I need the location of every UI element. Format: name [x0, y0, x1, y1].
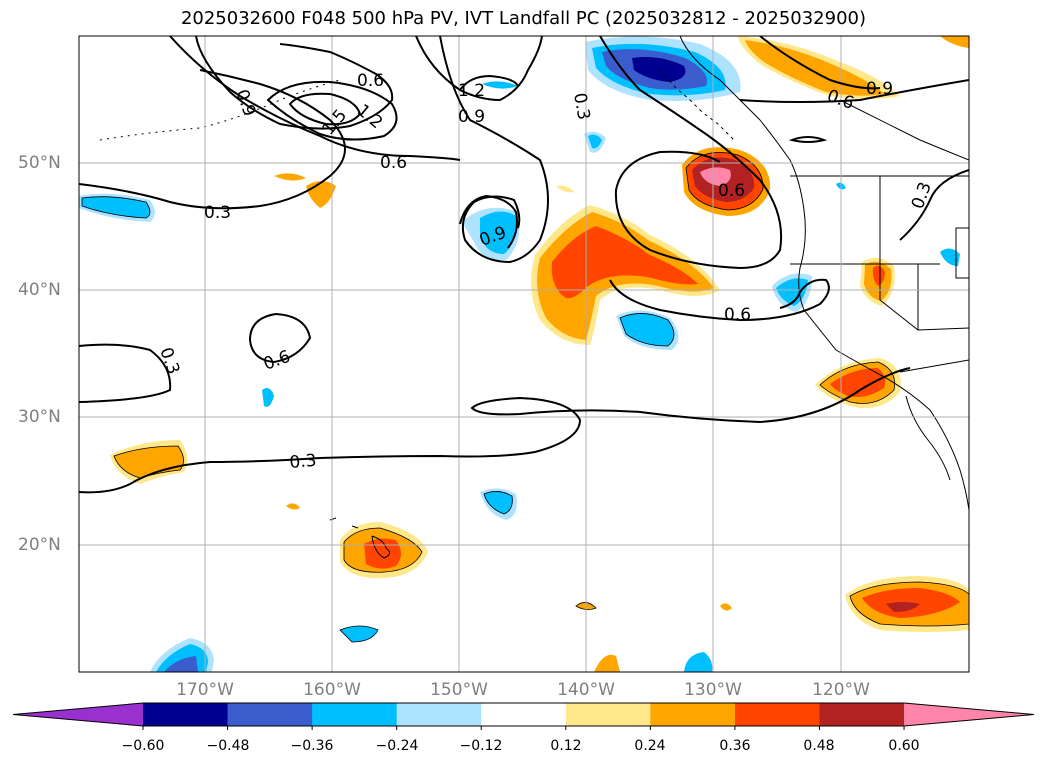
state-box — [955, 227, 969, 279]
pv-contour-0.3-south — [79, 367, 911, 494]
colorbar-extend-high — [904, 703, 1034, 726]
colorbar-extend-low — [13, 703, 143, 726]
colorbar-segment — [312, 703, 398, 726]
pv-contour-0.9-east — [739, 79, 969, 103]
pv-contour-1.2-north — [459, 74, 519, 91]
colorbar-segment — [650, 703, 736, 726]
lon-label: 140°W — [557, 680, 615, 700]
pv-contour-0.3-east — [899, 169, 969, 241]
gridlines — [79, 36, 969, 672]
shaded-anomaly-layer — [79, 36, 969, 672]
baja — [905, 395, 951, 481]
lat-label: 20°N — [18, 535, 61, 555]
pv-contour-0.9-plume — [459, 194, 518, 249]
lon-label: 160°W — [303, 680, 361, 700]
colorbar-tick-label: −0.60 — [121, 738, 165, 754]
map-title: 2025032600 F048 500 hPa PV, IVT Landfall… — [180, 8, 867, 29]
colorbar-tick-label: 0.24 — [634, 738, 666, 754]
contour-label: 0.9 — [866, 79, 893, 99]
colorbar-segment — [227, 703, 313, 726]
colorbar-segment — [734, 703, 820, 726]
contour-label: 0.9 — [458, 107, 485, 127]
pv-contour-0.6-ne — [759, 36, 881, 90]
colorbar-segment — [565, 703, 651, 726]
pv-contour-1.2 — [266, 80, 398, 141]
colorbar-tick-label: −0.24 — [375, 738, 419, 754]
lon-label: 170°W — [176, 680, 234, 700]
contour-label: 0.3 — [289, 451, 318, 473]
lat-label: 30°N — [18, 407, 61, 427]
state-border-2 — [879, 176, 969, 331]
contour-label: 0.6 — [724, 305, 751, 325]
pv-contour-0.9-west — [195, 36, 394, 130]
contour-label: 0.6 — [357, 71, 384, 91]
interior-border — [839, 99, 969, 161]
colorbar-segment — [143, 703, 229, 726]
mexico-border — [899, 359, 969, 373]
colorbar-tick-label: 0.12 — [550, 738, 582, 754]
pv-contour-0.6-loop — [248, 312, 312, 364]
colorbar-tick-label: −0.48 — [206, 738, 250, 754]
hawaii-islands — [329, 517, 390, 559]
pv-contour-0.6-small — [788, 136, 828, 143]
colorbar-tick-label: 0.60 — [888, 738, 920, 754]
contour-label: 0.3 — [569, 91, 593, 121]
colorbar-tick-label: 0.48 — [803, 738, 835, 754]
colorbar-segment — [396, 703, 482, 726]
anomaly-outline-layer — [81, 152, 969, 643]
lon-label: 120°W — [812, 680, 870, 700]
plot-frame — [78, 35, 970, 673]
lon-label: 150°W — [430, 680, 488, 700]
contour-label: 0.6 — [718, 181, 745, 201]
contour-label: 1.2 — [458, 81, 485, 101]
pv-contour-0.6-east — [609, 278, 830, 322]
pv-contour-0.6-trough — [439, 36, 549, 264]
pv-contour-1.5 — [288, 92, 362, 126]
pv-contour-layer — [79, 36, 969, 494]
colorbar — [12, 702, 1035, 730]
bc-islands — [659, 69, 735, 141]
pv-contour-0.3-north — [79, 69, 346, 210]
colorbar-tick-label: −0.12 — [459, 738, 503, 754]
pv-contour-0.3-west — [79, 343, 172, 403]
plot-area — [79, 36, 969, 672]
contour-label: 0.3 — [204, 203, 231, 223]
pv-contour-0.6-ridge — [599, 36, 783, 270]
pv-contour-0.6-north — [169, 36, 461, 161]
colorbar-segment — [481, 703, 567, 726]
colorbar-segment — [819, 703, 905, 726]
lat-label: 50°N — [18, 153, 61, 173]
pv-contour-0.9-mid — [415, 36, 543, 102]
colorbar-tick-label: 0.36 — [719, 738, 751, 754]
aleutians — [99, 79, 341, 141]
colorbar-tick-label: −0.36 — [290, 738, 334, 754]
contour-label: 0.6 — [380, 153, 407, 173]
lat-label: 40°N — [18, 280, 61, 300]
lon-label: 130°W — [684, 680, 742, 700]
